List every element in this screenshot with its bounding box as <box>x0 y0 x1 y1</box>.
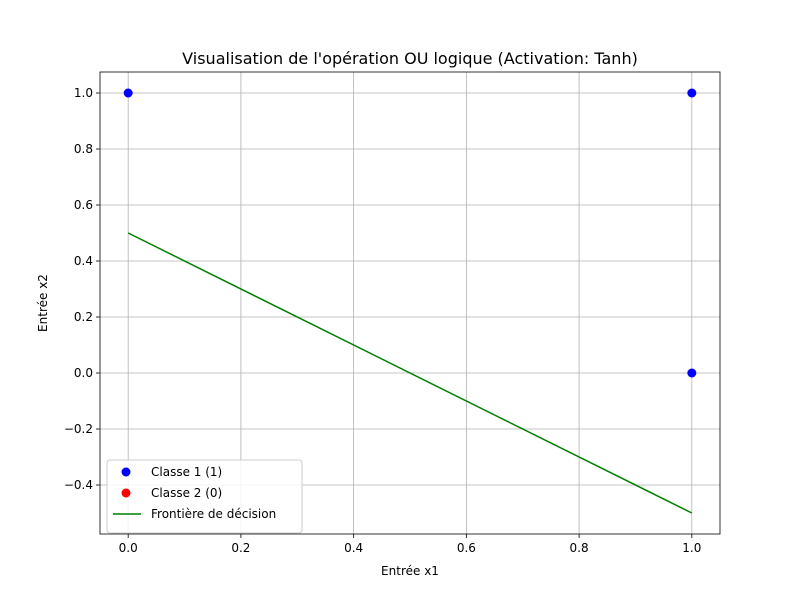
legend-swatch <box>121 488 131 498</box>
legend: Classe 1 (1) Classe 2 (0) Frontière de déc… <box>106 459 303 534</box>
data-point <box>687 88 697 98</box>
x-tick-label: 0.8 <box>570 541 589 555</box>
legend-entry: Classe 2 (0) <box>151 486 222 500</box>
y-tick-label: −0.4 <box>64 478 93 492</box>
legend-entry: Classe 1 (1) <box>151 465 222 479</box>
y-tick-label: −0.2 <box>64 422 93 436</box>
chart-title: Visualisation de l'opération OU logique … <box>182 49 638 68</box>
y-axis-ticks: −0.4 −0.2 0.0 0.2 0.4 0.6 0.8 1.0 <box>64 86 100 492</box>
y-tick-label: 0.8 <box>74 142 93 156</box>
y-tick-label: 0.2 <box>74 310 93 324</box>
legend-entry: Frontière de décision <box>151 507 276 521</box>
x-tick-label: 0.6 <box>457 541 476 555</box>
data-point <box>687 368 697 378</box>
x-axis-label: Entrée x1 <box>381 564 439 578</box>
legend-swatch <box>121 467 131 477</box>
x-tick-label: 0.4 <box>344 541 363 555</box>
y-tick-label: 0.6 <box>74 198 93 212</box>
x-tick-label: 0.2 <box>231 541 250 555</box>
legend-box <box>106 459 303 534</box>
x-tick-label: 1.0 <box>682 541 701 555</box>
decision-boundary-line <box>127 232 693 514</box>
data-point <box>123 88 133 98</box>
y-tick-label: 0.4 <box>74 254 93 268</box>
y-tick-label: 1.0 <box>74 86 93 100</box>
x-axis-ticks: 0.0 0.2 0.4 0.6 0.8 1.0 <box>119 534 701 555</box>
plot-marks <box>123 88 697 514</box>
y-tick-label: 0.0 <box>74 366 93 380</box>
grid <box>100 72 720 534</box>
y-axis-label: Entrée x2 <box>36 274 50 332</box>
plot-frame <box>99 71 721 535</box>
x-tick-label: 0.0 <box>119 541 138 555</box>
